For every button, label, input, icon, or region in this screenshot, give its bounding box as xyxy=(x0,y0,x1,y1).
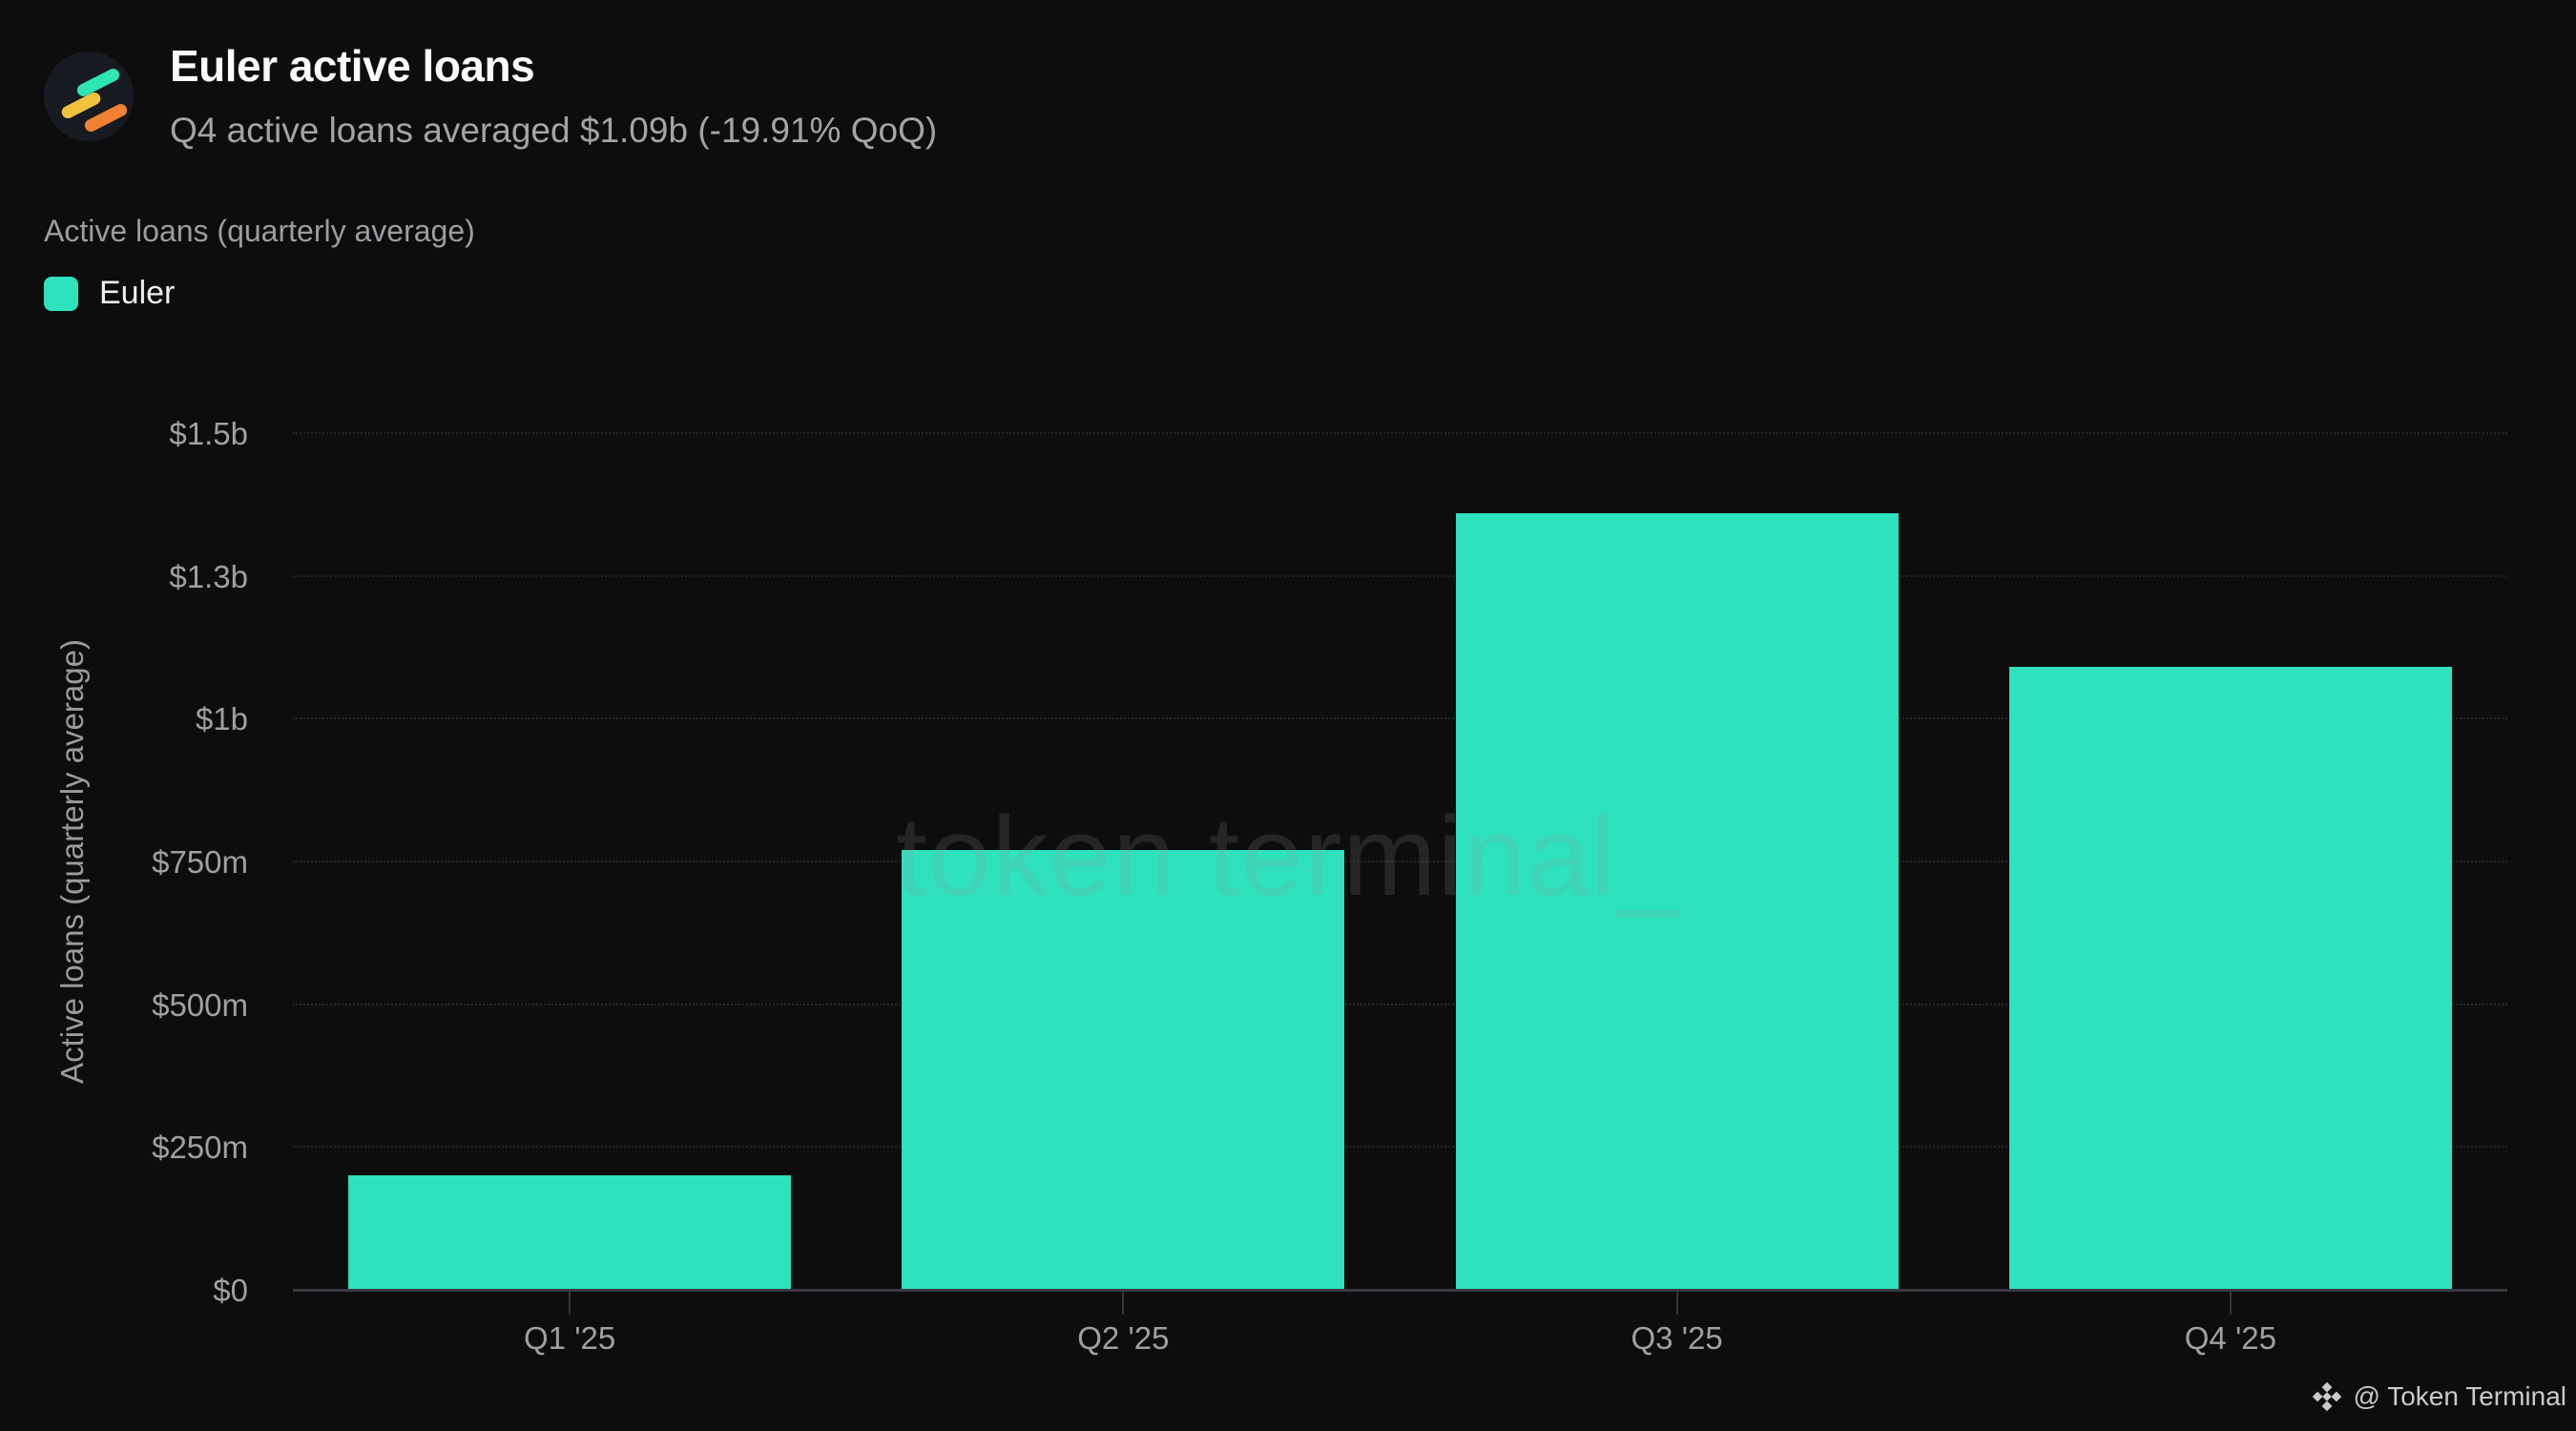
x-axis-label: Q1 '25 xyxy=(524,1320,616,1356)
x-axis-baseline xyxy=(293,1289,2507,1292)
binance-diamond-icon xyxy=(2310,1379,2344,1414)
bar-q4-25[interactable] xyxy=(2008,667,2452,1290)
y-axis-tick-label: $1.3b xyxy=(169,558,248,594)
y-axis-tick-label: $1.5b xyxy=(169,416,248,451)
bar-q1-25[interactable] xyxy=(348,1175,792,1290)
y-axis-tick-label: $500m xyxy=(152,986,248,1023)
page-subtitle: Q4 active loans averaged $1.09b (-19.91%… xyxy=(170,111,938,150)
legend-item-label[interactable]: Euler xyxy=(99,275,176,311)
gridline xyxy=(293,1146,2507,1149)
x-axis-label: Q2 '25 xyxy=(1077,1320,1170,1356)
bar-q3-25[interactable] xyxy=(1455,512,1899,1290)
x-axis-tick xyxy=(1675,1290,1678,1315)
bar-q2-25[interactable] xyxy=(902,850,1345,1290)
chart-section-label: Active loans (quarterly average) xyxy=(44,214,475,248)
attribution: @ Token Terminal xyxy=(2310,1379,2567,1414)
gridline xyxy=(293,861,2507,862)
gridline xyxy=(293,1003,2507,1006)
x-axis-label: Q4 '25 xyxy=(2184,1320,2276,1356)
y-axis-tick-label: $750m xyxy=(152,844,248,880)
legend: Euler xyxy=(44,275,175,312)
y-axis-tick-label: $250m xyxy=(152,1130,248,1166)
legend-swatch-euler[interactable] xyxy=(44,276,78,311)
gridline xyxy=(293,717,2507,720)
y-axis-tick-label: $1b xyxy=(195,701,248,737)
gridline xyxy=(293,574,2507,577)
x-axis-label: Q3 '25 xyxy=(1631,1320,1723,1356)
token-terminal-logo xyxy=(44,52,134,141)
x-axis-tick xyxy=(1122,1290,1125,1315)
x-axis-tick xyxy=(2229,1290,2232,1315)
watermark: token terminal_ xyxy=(896,794,1680,920)
y-axis-tick-label: $0 xyxy=(213,1273,248,1308)
x-axis-tick xyxy=(569,1290,571,1315)
gridline xyxy=(293,432,2507,434)
page-title: Euler active loans xyxy=(170,41,535,91)
attribution-text: @ Token Terminal xyxy=(2353,1381,2567,1411)
